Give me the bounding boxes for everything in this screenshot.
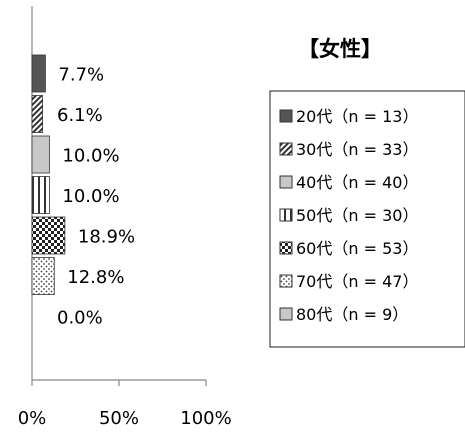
value-label-2: 6.1% <box>57 105 103 126</box>
chart-title: 【女性】 <box>298 37 382 61</box>
legend-box <box>269 90 465 348</box>
bar-6 <box>31 257 55 295</box>
legend-label-2: 30代（n = 33） <box>296 140 418 159</box>
value-label-1: 7.7% <box>58 65 104 86</box>
x-tick-label-1: 0% <box>18 408 47 429</box>
bar-2 <box>31 95 44 133</box>
value-label-5: 18.9% <box>78 227 135 248</box>
bar-3 <box>31 135 50 174</box>
value-label-6: 12.8% <box>67 267 124 288</box>
x-ticks: 0% 50% 100% <box>18 380 232 429</box>
legend-swatch-3 <box>279 175 293 189</box>
value-labels: 7.7% 6.1% 10.0% 10.0% 18.9% 12.8% 0.0% <box>57 65 135 329</box>
value-label-3: 10.0% <box>62 146 119 167</box>
legend: 20代（n = 13） 30代（n = 33） 40代（n = 40） 50代（n =… <box>279 107 418 324</box>
bar-5 <box>31 216 66 255</box>
legend-swatch-1 <box>279 109 293 123</box>
legend-swatch-6 <box>279 274 293 288</box>
x-tick-label-3: 100% <box>180 408 231 429</box>
bars <box>31 54 66 295</box>
legend-label-1: 20代（n = 13） <box>296 107 418 126</box>
legend-label-3: 40代（n = 40） <box>296 173 418 192</box>
x-tick-label-2: 50% <box>99 408 139 429</box>
legend-swatch-5 <box>279 241 293 255</box>
legend-label-5: 60代（n = 53） <box>296 239 418 258</box>
legend-label-7: 80代（n = 9） <box>296 305 408 324</box>
legend-swatch-4 <box>279 208 293 222</box>
value-label-7: 0.0% <box>57 308 103 329</box>
legend-swatch-7 <box>279 307 293 321</box>
value-label-4: 10.0% <box>62 186 119 207</box>
legend-swatch-2 <box>279 142 293 156</box>
bar-1 <box>31 54 46 93</box>
legend-label-4: 50代（n = 30） <box>296 206 418 225</box>
bar-4 <box>31 176 50 214</box>
legend-label-6: 70代（n = 47） <box>296 272 418 291</box>
